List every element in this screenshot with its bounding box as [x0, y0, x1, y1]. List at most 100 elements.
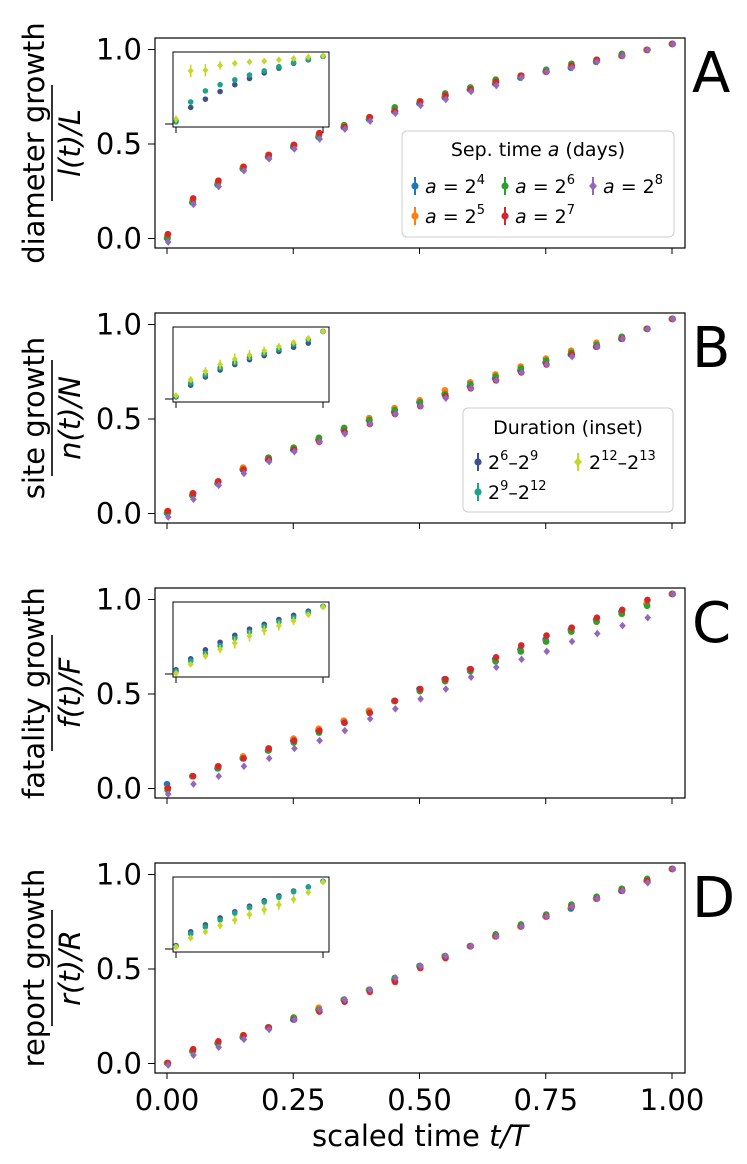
y-axis: 0.0 0.5 1.0: [96, 308, 155, 531]
data-point: [517, 642, 525, 649]
data-point: [392, 410, 399, 418]
data-point: [366, 113, 374, 121]
data-point: [568, 352, 576, 361]
data-point: [619, 886, 626, 895]
inset-data-point: [231, 59, 238, 67]
data-point: [417, 695, 424, 703]
x-tick-label: 0.50: [387, 1083, 452, 1117]
inset-data-point: [305, 884, 312, 890]
data-point: [265, 457, 273, 466]
y-label-fraction: l(t)/L: [53, 109, 87, 177]
data-point: [442, 95, 450, 104]
inset-data-point: [290, 617, 297, 625]
legend-swatch-marker: [411, 182, 419, 190]
inset-data-point: [232, 77, 238, 83]
inset-data-point: [217, 88, 223, 95]
inset-data-point: [187, 99, 194, 105]
inset-data-point: [187, 104, 194, 111]
inset-data-point: [217, 917, 223, 923]
x-tick-label: 0.75: [513, 1083, 578, 1117]
y-tick-label: 0.0: [96, 222, 142, 256]
data-point: [316, 437, 323, 446]
data-point: [215, 1043, 222, 1052]
legend-label: 26–29: [488, 449, 538, 474]
data-point: [492, 654, 500, 661]
data-point: [669, 315, 677, 323]
inset-data-point: [187, 660, 194, 668]
inset-data-point: [173, 669, 179, 677]
inset-data-point: [217, 361, 224, 368]
data-point: [164, 1061, 172, 1069]
inset-data-point: [261, 347, 268, 355]
data-point: [518, 73, 525, 82]
y-tick-label: 0.5: [96, 127, 142, 161]
panel-c: 0.0 0.5 1.0 fatality growth f(t)/F C: [17, 583, 731, 806]
panel-letter: A: [692, 41, 730, 106]
data-point: [316, 135, 323, 143]
inset-marks: [173, 878, 326, 951]
panel-letter: B: [692, 316, 730, 381]
data-point: [240, 755, 247, 762]
data-point: [391, 697, 399, 705]
data-point: [341, 719, 348, 727]
inset-data-point: [305, 53, 312, 61]
panel-b: 0.0 0.5 1.0 site growth n(t)/N B Duratio…: [17, 308, 730, 531]
data-point: [417, 98, 424, 105]
data-point: [442, 685, 450, 693]
legend-label: a = 25: [425, 203, 485, 228]
inset-data-point: [275, 56, 282, 64]
data-point: [543, 67, 551, 76]
data-point: [467, 665, 475, 673]
data-point: [366, 985, 374, 994]
inset-marks: [173, 52, 326, 125]
inset-data-point: [232, 910, 238, 916]
inset-data-point: [202, 652, 209, 660]
data-point: [392, 109, 399, 118]
data-point: [189, 489, 197, 497]
inset-data-point: [320, 327, 326, 335]
inset-data-point: [217, 645, 224, 653]
y-axis-label: report growth r(t)/R: [17, 869, 87, 1068]
data-point: [644, 879, 652, 887]
data-point: [189, 195, 197, 202]
inset-data-point: [202, 96, 209, 102]
data-point: [543, 647, 551, 656]
inset-data-point: [261, 906, 268, 914]
x-tick-label: 0.25: [261, 1083, 326, 1117]
legend-label: 212–213: [589, 449, 656, 474]
data-point: [265, 155, 273, 163]
data-point: [593, 629, 601, 638]
inset-data-point: [187, 376, 194, 384]
data-point: [291, 145, 298, 153]
data-point: [568, 902, 576, 911]
data-point: [644, 325, 652, 333]
legend-frame: [401, 130, 675, 238]
legend-swatch-marker: [474, 458, 482, 466]
data-point: [190, 780, 197, 788]
data-point: [215, 478, 222, 485]
data-point: [417, 101, 424, 110]
data-point: [366, 117, 374, 126]
data-point: [644, 596, 651, 604]
data-point: [442, 394, 450, 402]
data-point: [164, 513, 172, 521]
data-point: [392, 974, 399, 982]
data-point: [265, 151, 273, 159]
main-marks: [163, 865, 677, 1069]
panel-d: 0.0 0.5 1.0 report growth r(t)/R D: [17, 858, 735, 1081]
x-axis: 0.00 0.25 0.50 0.75 1.00 scaled time t/T: [135, 1083, 705, 1153]
data-point: [593, 894, 601, 903]
panel-letter: C: [692, 591, 731, 656]
legend-label: 29–212: [488, 479, 547, 504]
data-point: [669, 40, 677, 48]
y-axis: 0.0 0.5 1.0: [96, 33, 155, 256]
inset-data-point: [173, 115, 179, 123]
inset-data-point: [261, 627, 268, 634]
data-point: [366, 714, 374, 723]
data-point: [518, 922, 525, 931]
inset-data-point: [246, 632, 253, 640]
data-point: [341, 430, 349, 438]
inset-frame: [172, 51, 330, 128]
y-tick-label: 1.0: [96, 33, 142, 67]
